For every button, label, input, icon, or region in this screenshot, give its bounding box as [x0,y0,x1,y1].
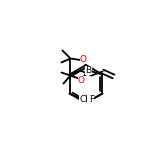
Text: B: B [85,66,92,75]
Text: F: F [89,95,94,104]
Text: Cl: Cl [79,95,88,104]
Text: O: O [78,76,85,85]
Text: O: O [80,55,87,64]
